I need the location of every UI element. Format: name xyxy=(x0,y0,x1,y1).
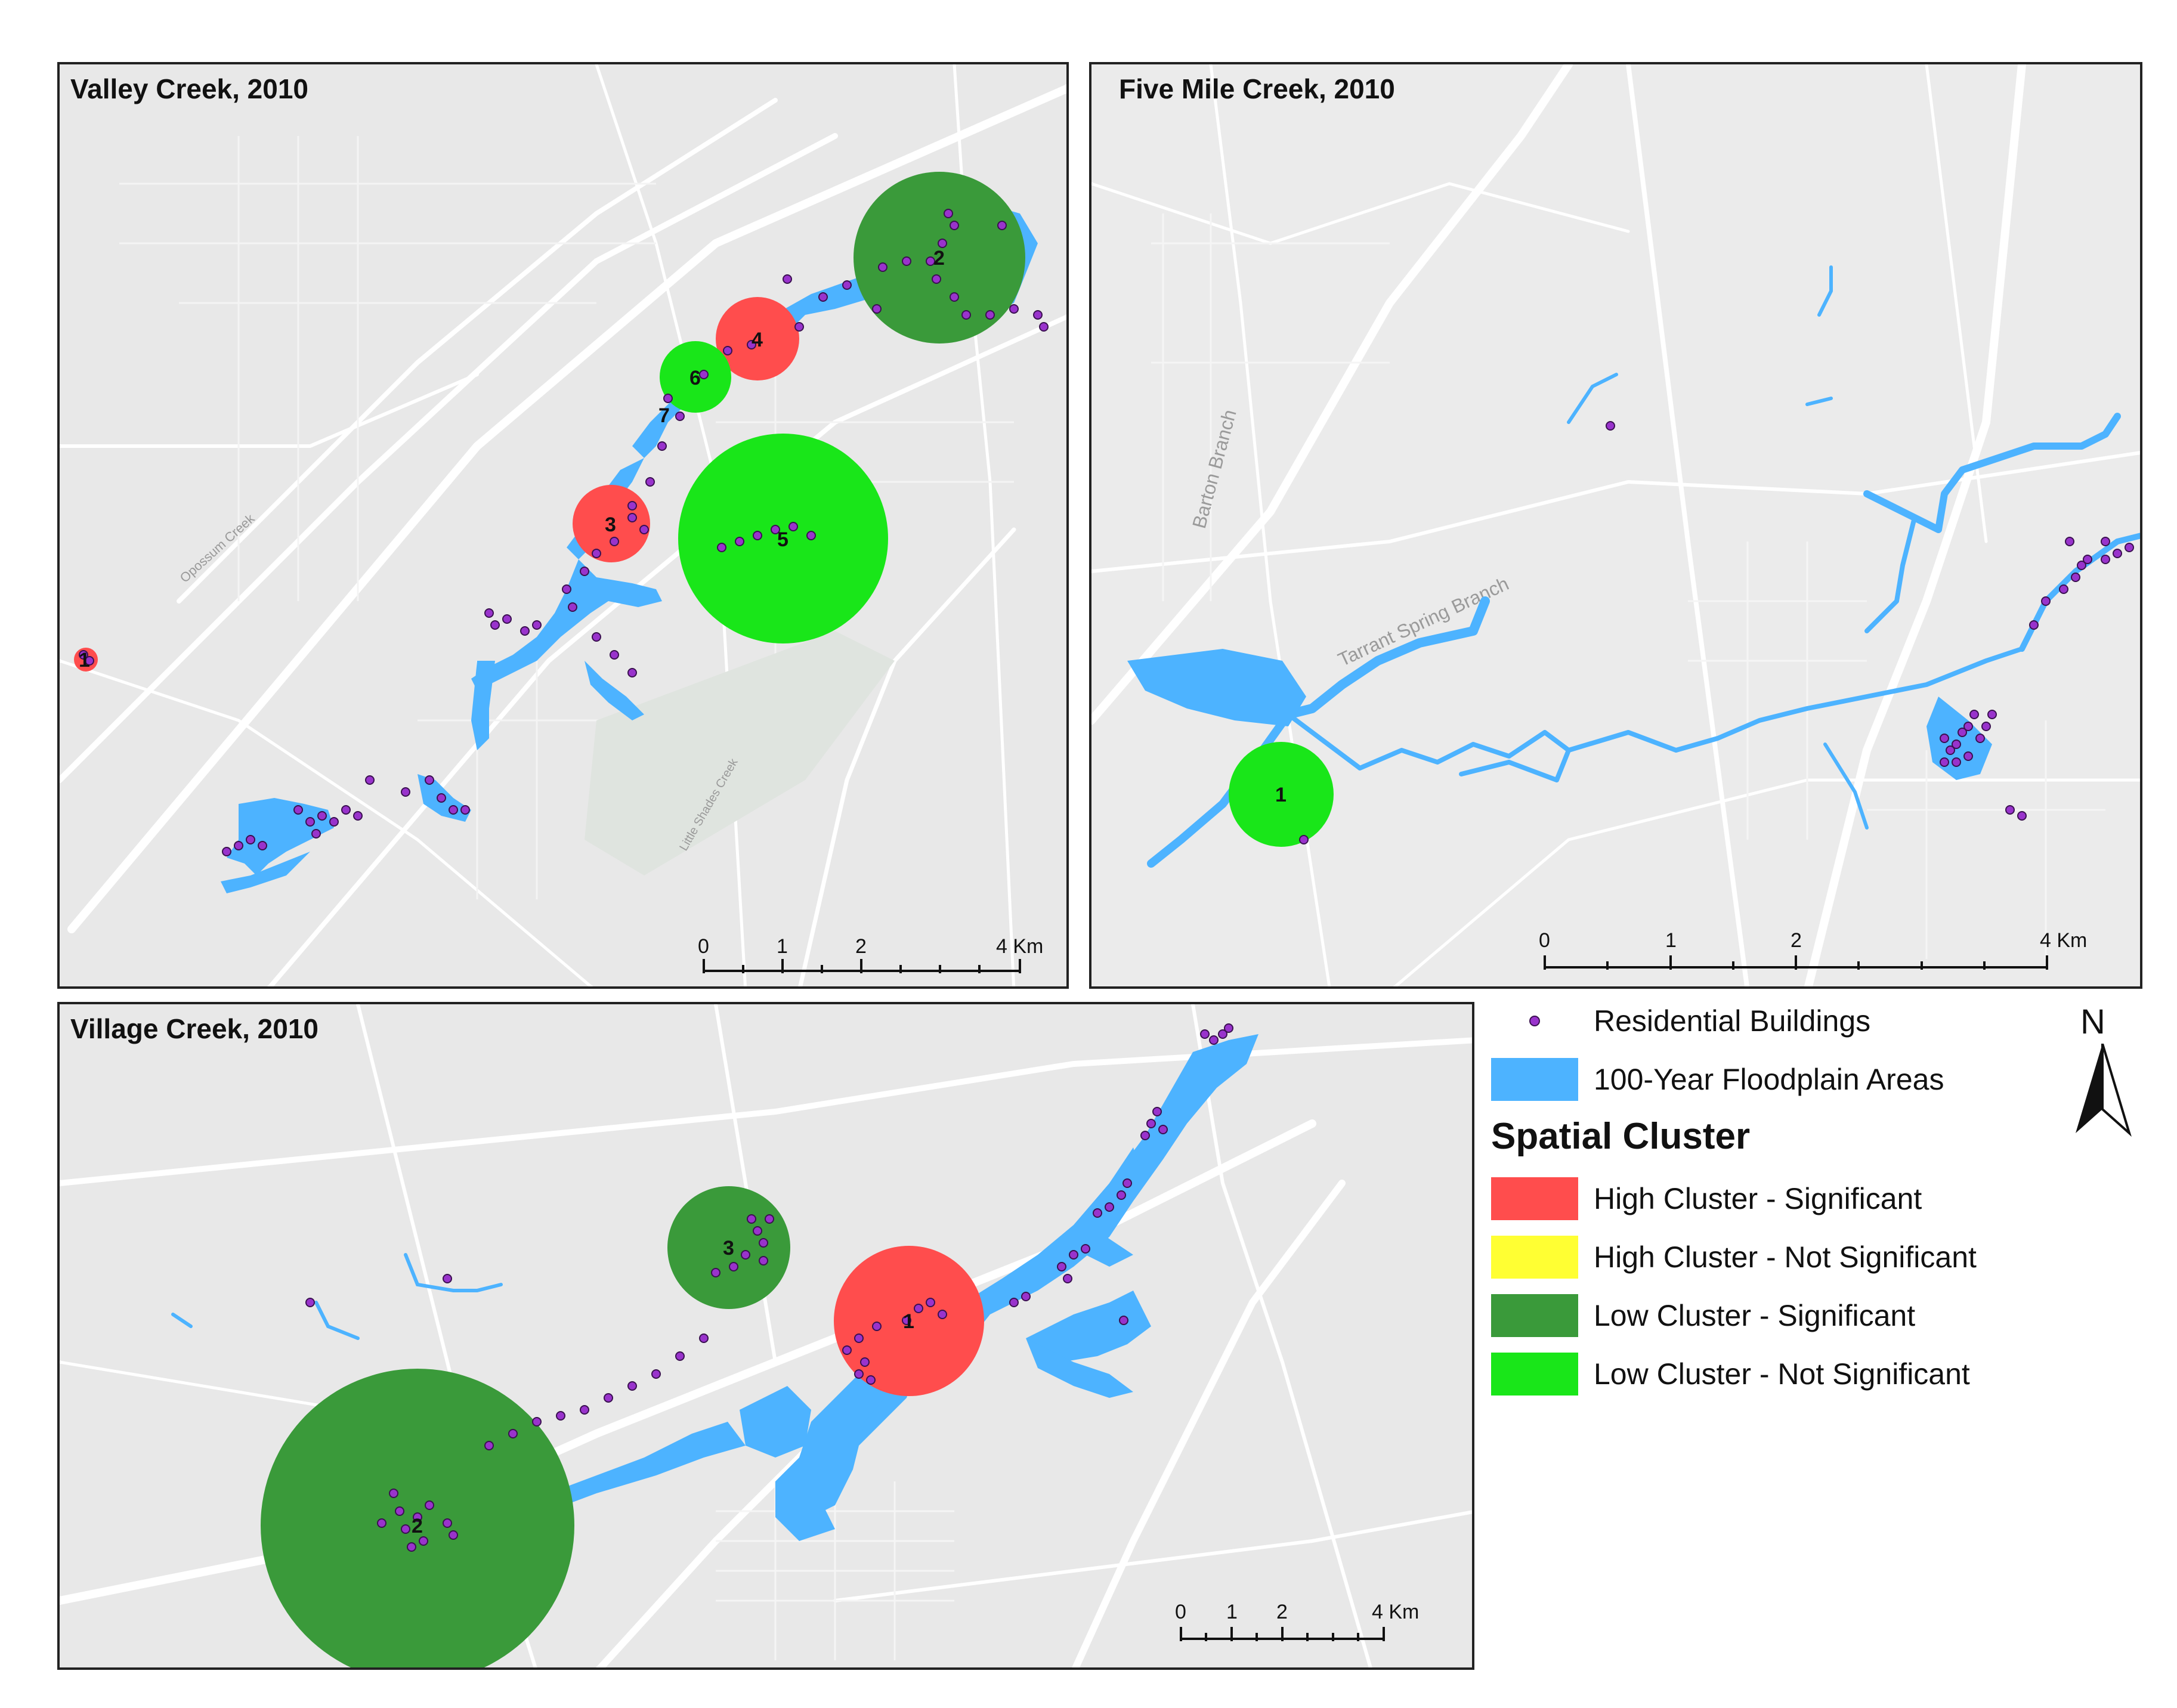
valley-creek-basemap: Opossum Creek Little Shades Creek xyxy=(60,64,1066,986)
fivemile-scale-0: 0 xyxy=(1539,929,1550,952)
village-cluster-label-3: 3 xyxy=(723,1237,734,1260)
valley-scale-1: 1 xyxy=(777,935,788,958)
village-creek-title: Village Creek, 2010 xyxy=(70,1013,318,1044)
low-not-sig-swatch xyxy=(1491,1353,1578,1396)
valley-cluster-5 xyxy=(678,434,888,643)
five-mile-creek-map: Barton Branch Tarrant Spring Branch xyxy=(1089,62,2142,989)
fivemile-cluster-1 xyxy=(1229,742,1334,847)
village-scale-bar: 0 1 2 4 Km xyxy=(1169,1601,1420,1654)
north-arrow: N xyxy=(2070,1002,2135,1157)
valley-cluster-label-3: 3 xyxy=(605,513,616,536)
north-arrow-icon xyxy=(2076,1044,2132,1137)
village-scale-4: 4 Km xyxy=(1372,1601,1420,1623)
village-buildings xyxy=(305,1023,1233,1552)
legend-item-low-sig: Low Cluster - Significant xyxy=(1491,1292,1915,1339)
high-not-sig-swatch xyxy=(1491,1236,1578,1279)
valley-cluster-6 xyxy=(660,341,731,413)
valley-cluster-label-5: 5 xyxy=(777,528,788,551)
valley-creek-map: Opossum Creek Little Shades Creek xyxy=(57,62,1069,989)
legend-item-label: High Cluster - Not Significant xyxy=(1594,1240,1977,1274)
valley-cluster-label-1: 1 xyxy=(79,649,90,672)
five-mile-creek-basemap: Barton Branch Tarrant Spring Branch xyxy=(1091,64,2140,986)
fivemile-buildings xyxy=(1299,421,2134,844)
legend-floodplain-label: 100-Year Floodplain Areas xyxy=(1594,1063,1944,1096)
valley-scale-bar: 0 1 2 4 Km xyxy=(698,935,1043,986)
fivemile-cluster-label-1: 1 xyxy=(1275,784,1287,806)
village-cluster-3 xyxy=(667,1186,790,1309)
five-mile-creek-title: Five Mile Creek, 2010 xyxy=(1119,73,1395,104)
fivemile-scale-1: 1 xyxy=(1665,929,1677,952)
valley-cluster-label-7: 7 xyxy=(658,404,670,427)
legend-item-label: High Cluster - Significant xyxy=(1594,1182,1922,1215)
legend-item-label: Low Cluster - Significant xyxy=(1594,1299,1916,1332)
low-sig-swatch xyxy=(1491,1294,1578,1337)
floodplain-swatch xyxy=(1491,1058,1578,1101)
residential-building-symbol xyxy=(1491,1000,1578,1042)
village-scale-2: 2 xyxy=(1276,1601,1288,1623)
village-creek-basemap: 1 2 3 xyxy=(60,1004,1472,1667)
village-cluster-label-1: 1 xyxy=(903,1310,914,1333)
legend-item-label: Low Cluster - Not Significant xyxy=(1594,1357,1970,1391)
valley-scale-4: 4 Km xyxy=(996,935,1044,958)
legend-residential: Residential Buildings xyxy=(1491,997,1870,1045)
legend-item-high-not-sig: High Cluster - Not Significant xyxy=(1491,1233,1977,1281)
fivemile-scale-bar: 0 1 2 4 Km xyxy=(1533,929,2099,983)
legend-residential-label: Residential Buildings xyxy=(1594,1004,1871,1038)
valley-cluster-label-4: 4 xyxy=(752,329,763,351)
high-sig-swatch xyxy=(1491,1177,1578,1220)
fivemile-scale-2: 2 xyxy=(1791,929,1802,952)
valley-clusters xyxy=(74,172,1025,672)
village-scale-0: 0 xyxy=(1175,1601,1186,1623)
valley-buildings xyxy=(79,209,1049,856)
valley-cluster-4 xyxy=(716,297,799,380)
village-cluster-label-2: 2 xyxy=(412,1515,423,1537)
valley-scale-0: 0 xyxy=(698,935,709,958)
legend-item-high-sig: High Cluster - Significant xyxy=(1491,1175,1922,1223)
map-legend: Residential Buildings 100-Year Floodplai… xyxy=(1491,996,2171,1413)
valley-creek-title: Valley Creek, 2010 xyxy=(70,73,308,104)
valley-scale-2: 2 xyxy=(855,935,867,958)
fivemile-scale-4: 4 Km xyxy=(2040,929,2088,952)
legend-item-low-not-sig: Low Cluster - Not Significant xyxy=(1491,1350,1970,1398)
village-scale-1: 1 xyxy=(1226,1601,1238,1623)
legend-floodplain: 100-Year Floodplain Areas xyxy=(1491,1056,1944,1103)
north-letter: N xyxy=(2080,1002,2105,1041)
valley-cluster-2 xyxy=(854,172,1025,344)
valley-cluster-label-2: 2 xyxy=(933,247,945,270)
village-creek-map: 1 2 3 Village Creek, 2010 0 1 2 4 Km xyxy=(57,1002,1474,1670)
valley-cluster-label-6: 6 xyxy=(689,367,701,389)
legend-title: Spatial Cluster xyxy=(1491,1116,1751,1157)
